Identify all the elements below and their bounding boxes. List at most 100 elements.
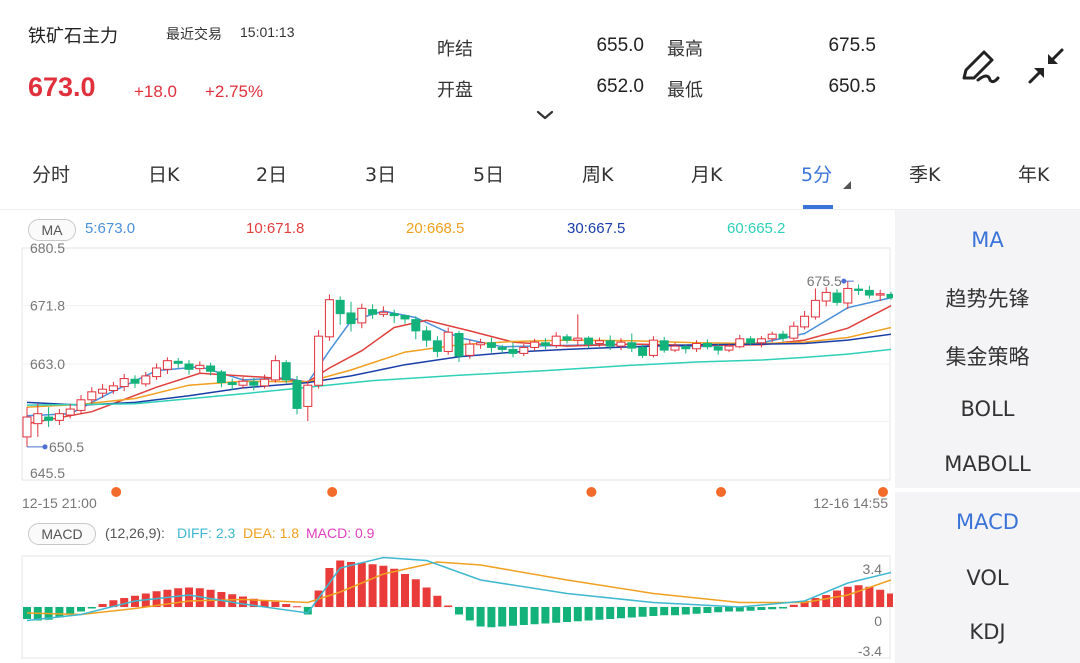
macd-bar-positive [390,568,399,607]
draw-pen-icon[interactable] [960,48,1000,86]
macd-bar-negative [660,607,669,616]
session-marker [111,487,122,497]
macd-bar-negative [498,607,507,627]
candle-up [821,291,831,302]
candle-down [627,342,637,349]
macd-bar-positive [865,586,874,607]
ma20-legend: 20:668.5 [406,220,465,237]
macd-bar-negative [465,607,474,621]
macd-bar-negative [87,607,96,609]
indicator-trend-pioneer[interactable]: 趋势先锋 [945,287,1030,311]
macd-bar-positive [401,574,409,607]
y-tick-label: 671.8 [30,298,65,314]
candle-up [152,367,162,378]
open-label: 开盘 [437,80,473,101]
macd-bar-negative [735,607,744,612]
candle-down [713,346,723,351]
tab-5-min[interactable]: 5分 [801,164,833,186]
candle-up [87,391,97,401]
ma30-legend: 30:667.5 [567,220,626,237]
indicator-macd[interactable]: MACD [956,510,1019,534]
macd-bar-negative [487,607,496,628]
macd-bar-positive [368,564,377,607]
macd-bar-negative [638,607,647,617]
candle-down [432,340,442,352]
ma-badge[interactable]: MA [28,219,76,241]
candlestick-chart[interactable]: 680.5 671.8 663.0 645.5 675.5 650.5 12-15 21:0… [0,240,893,512]
macd-bar-negative [746,607,755,611]
macd-bar-negative [692,607,701,614]
candle-up [54,413,64,421]
candle-down [638,346,648,356]
high-label: 最高 [667,39,703,60]
candle-up [443,331,453,352]
dea-line [26,561,892,616]
macd-bar-positive [347,562,355,607]
candle-down [216,371,226,384]
y-tick-label: 680.5 [30,240,65,256]
low-label: 最低 [667,80,703,101]
candle-up [573,337,583,341]
candle-down [486,342,496,348]
tab-monthly-k[interactable]: 月K [691,164,723,186]
candle-down [854,288,864,291]
candle-down [832,292,842,303]
tab-daily-k[interactable]: 日K [148,164,180,186]
macd-bar-positive [260,600,269,607]
macd-bar-negative [66,607,75,615]
active-tab-indicator [803,205,833,209]
macd-badge[interactable]: MACD [28,523,96,545]
candle-up [756,338,766,344]
macd-bar-positive [357,562,366,607]
candle-up [98,388,108,394]
ma60-legend: 60:665.2 [727,220,786,237]
candle-up [141,375,151,385]
macd-bar-positive [120,598,129,607]
candle-up [800,315,810,328]
macd-bar-positive [109,600,118,607]
macd-bar-negative [563,607,571,622]
y-tick-label: 645.5 [30,465,65,481]
macd-bar-negative [768,607,777,610]
indicator-boll[interactable]: BOLL [960,397,1015,421]
period-dropdown-icon[interactable] [843,181,851,189]
macd-bar-negative [649,607,658,616]
tab-yearly-k[interactable]: 年K [1018,164,1050,186]
candle-up [465,343,475,356]
candle-up [162,360,172,370]
candle-down [292,380,302,409]
indicator-ma[interactable]: MA [971,228,1004,252]
candle-down [173,360,183,364]
tab-3-day[interactable]: 3日 [365,164,397,186]
indicator-maboll[interactable]: MABOLL [944,452,1031,476]
price-change-pct: +2.75% [205,82,264,101]
macd-bar-negative [617,607,625,619]
macd-chart[interactable]: 3.4 0 -3.4 [0,548,893,663]
macd-bar-positive [379,565,388,607]
macd-bar-positive [833,590,841,607]
tab-weekly-k[interactable]: 周K [582,164,614,186]
candle-down [249,381,259,386]
indicator-vol[interactable]: VOL [966,566,1009,590]
tab-2-day[interactable]: 2日 [256,164,288,186]
x-start-label: 12-15 21:00 [22,495,97,511]
candle-up [303,384,313,407]
macd-bar-negative [573,607,582,622]
macd-bar-negative [55,607,64,618]
chevron-down-icon[interactable] [536,108,554,122]
candle-up [314,335,324,386]
candle-up [119,378,129,388]
prev-settle-label: 昨结 [437,39,473,60]
indicator-kdj[interactable]: KDJ [969,620,1006,644]
macd-bar-positive [422,587,431,607]
tab-5-day[interactable]: 5日 [473,164,505,186]
tab-timeshare[interactable]: 分时 [32,164,71,186]
collapse-icon[interactable] [1026,46,1066,86]
candle-down [702,342,712,348]
macd-bar-positive [325,568,334,607]
indicator-gold-strategy[interactable]: 集金策略 [945,345,1030,369]
candle-up [22,416,32,438]
macd-bar-negative [595,607,604,620]
tab-quarterly-k[interactable]: 季K [909,164,941,186]
macd-y-tick-label: 0 [874,613,882,629]
